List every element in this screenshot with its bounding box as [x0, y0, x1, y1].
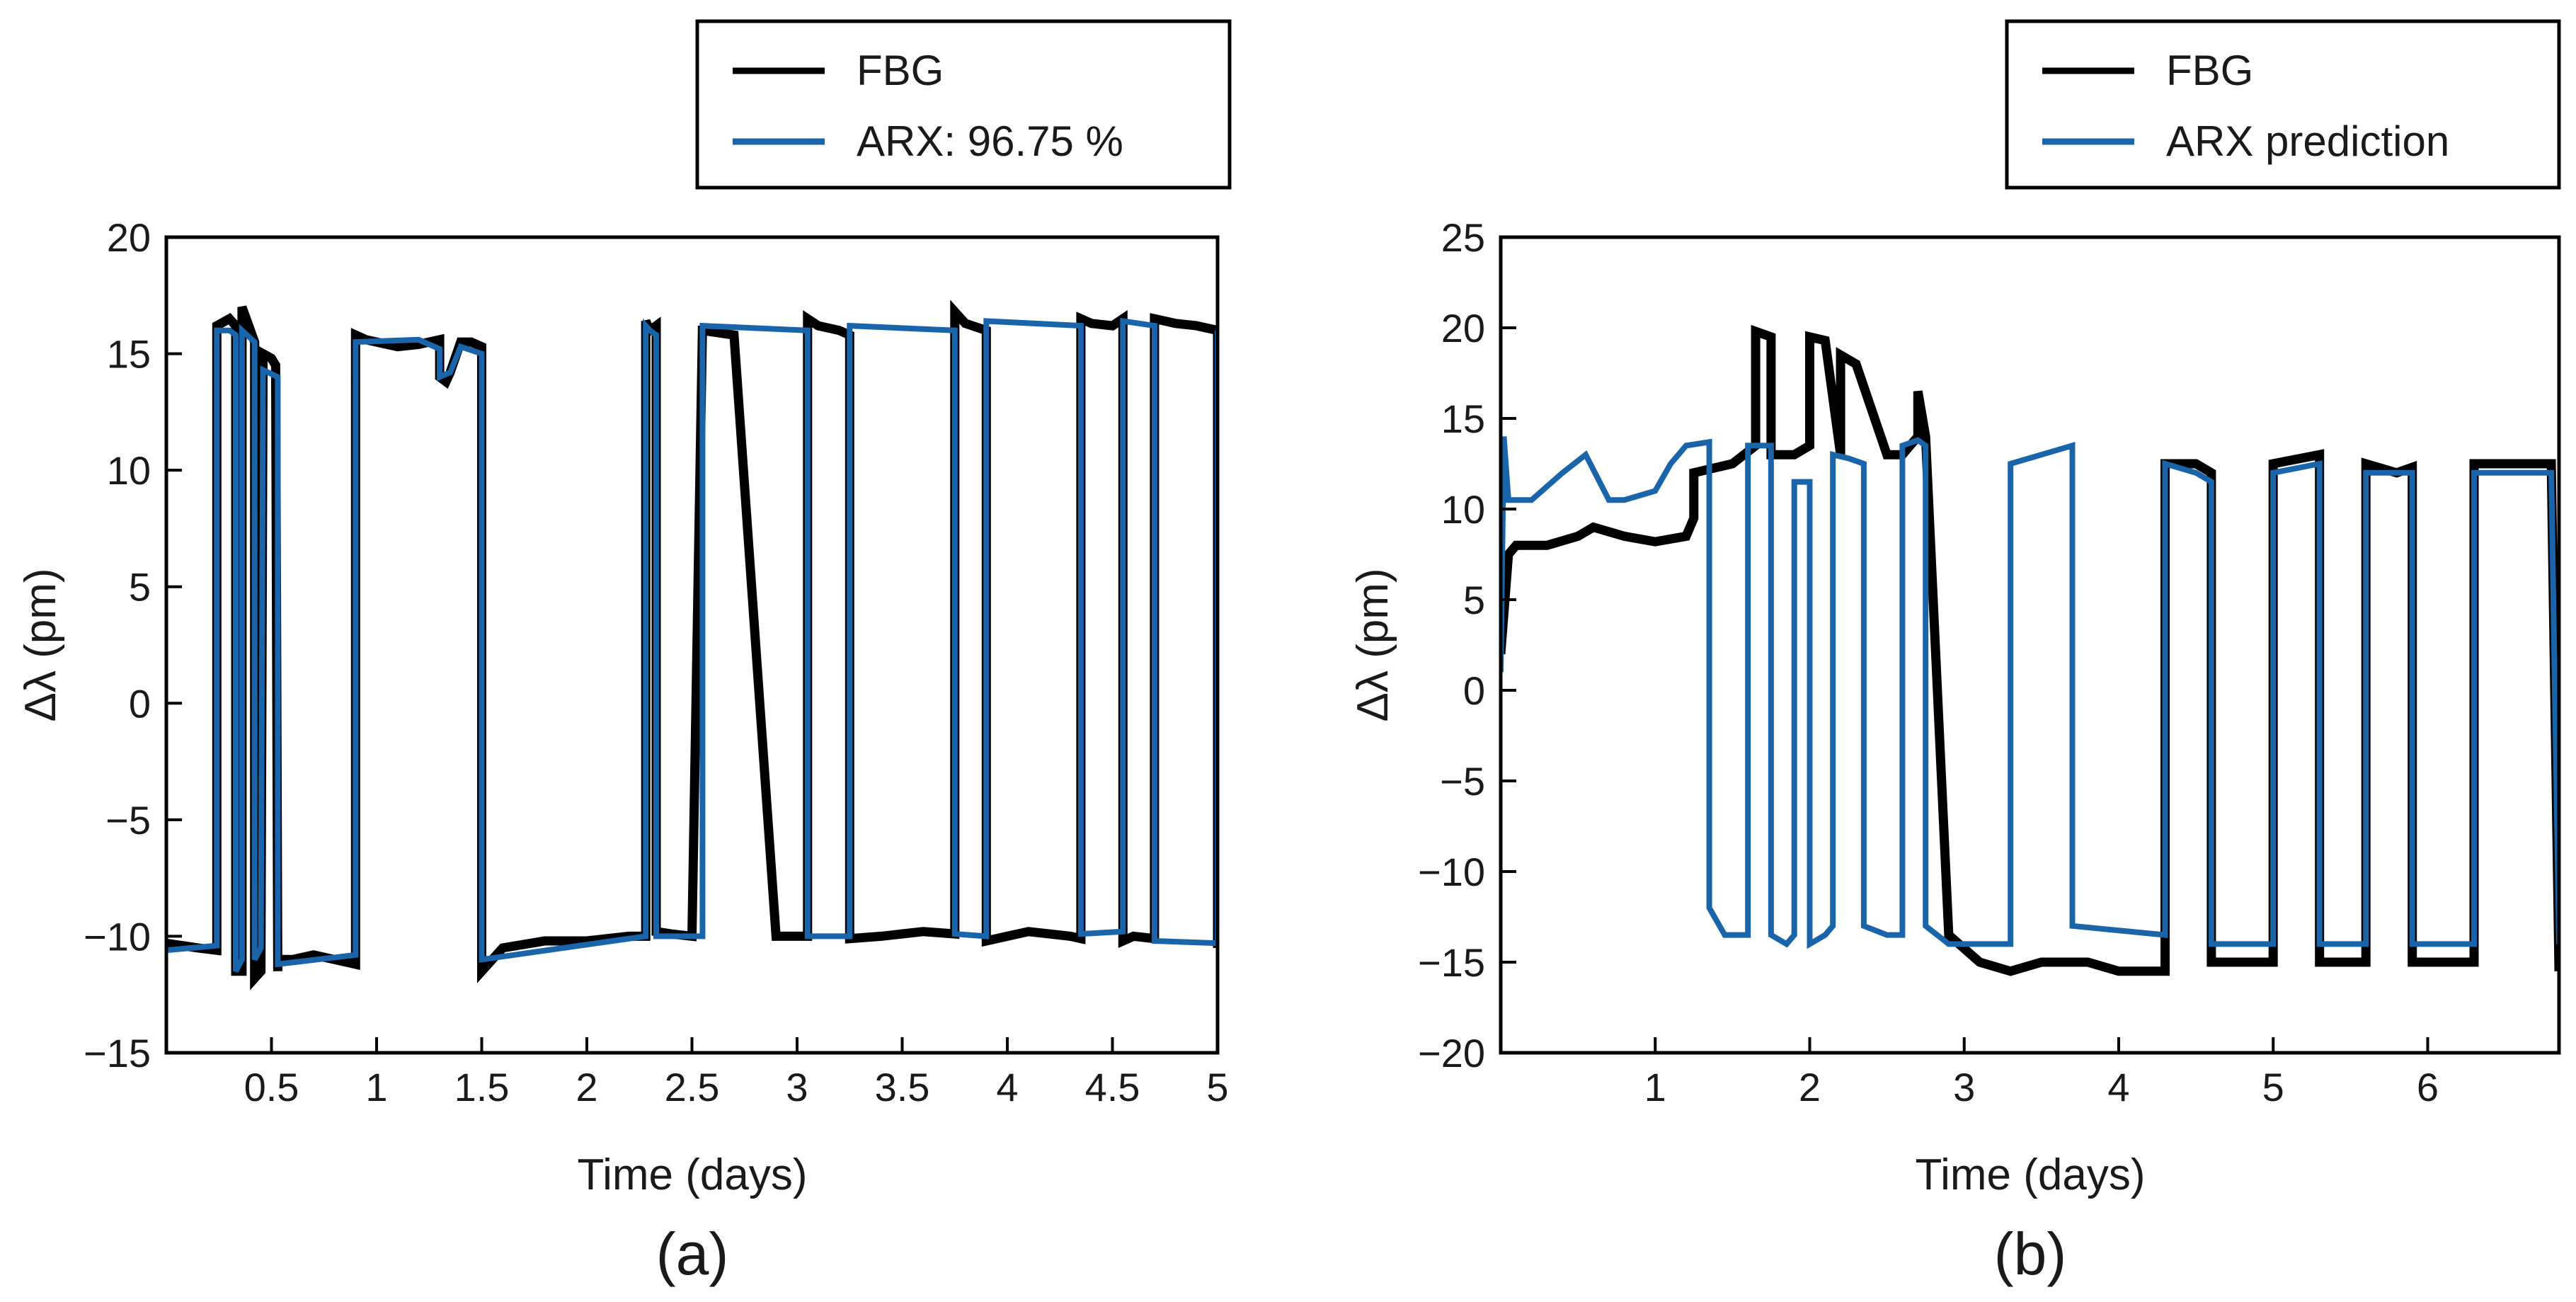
series-group-b	[1501, 324, 2559, 976]
series-line-fbg-b	[1501, 324, 2559, 976]
x-axis-label-a: Time (days)	[578, 1150, 808, 1199]
legend-a-label-fbg: FBG	[857, 47, 944, 94]
y-tick-label-a: −10	[84, 914, 151, 959]
y-tick-label-b: −20	[1418, 1031, 1485, 1075]
x-tick-label-b: 2	[1799, 1065, 1821, 1109]
legend-a: FBG ARX: 96.75 %	[695, 19, 1232, 190]
x-tick-label-a: 5	[1206, 1065, 1228, 1109]
x-axis-label-b: Time (days)	[1916, 1150, 2146, 1199]
x-tick-label-b: 3	[1953, 1065, 1975, 1109]
x-tick-label-a: 2	[576, 1065, 597, 1109]
x-tick-label-a: 3	[786, 1065, 808, 1109]
y-tick-label-b: 25	[1441, 215, 1485, 260]
x-tick-label-a: 3.5	[875, 1065, 930, 1109]
x-tick-label-a: 1	[365, 1065, 387, 1109]
y-tick-label-b: −15	[1418, 940, 1485, 985]
legend-b: FBG ARX prediction	[2005, 19, 2561, 190]
x-tick-label-b: 6	[2417, 1065, 2439, 1109]
y-ticks-a: −15 −10 −5 0 5 10 15 20	[84, 215, 182, 1075]
series-group-a	[166, 299, 1218, 990]
legend-a-box	[695, 19, 1232, 190]
x-tick-label-a: 2.5	[665, 1065, 720, 1109]
y-tick-label-a: −5	[105, 798, 151, 843]
x-tick-label-a: 4.5	[1085, 1065, 1140, 1109]
plot-frame-b	[1499, 235, 2561, 1055]
legend-a-label-arx: ARX: 96.75 %	[857, 118, 1123, 165]
x-tick-label-b: 1	[1644, 1065, 1666, 1109]
plot-area-a: 0.5 1 1.5 2 2.5 3 3.5 4 4.5 5 −15 −10 −5 0 5 10 15 20	[84, 215, 1229, 1109]
legend-b-label-arx: ARX prediction	[2166, 118, 2449, 165]
y-tick-label-a: 10	[107, 448, 151, 493]
x-tick-label-a: 4	[996, 1065, 1018, 1109]
y-tick-label-a: 5	[129, 565, 151, 610]
y-tick-label-a: 0	[129, 681, 151, 726]
y-tick-label-b: −5	[1440, 759, 1485, 804]
panel-label-a: (a)	[656, 1221, 729, 1287]
y-axis-label-a: Δλ (pm)	[16, 568, 65, 721]
x-tick-label-b: 4	[2107, 1065, 2129, 1109]
y-tick-label-a: −15	[84, 1031, 151, 1075]
y-tick-label-b: −10	[1418, 850, 1485, 894]
y-tick-label-a: 15	[107, 332, 151, 377]
y-tick-label-b: 20	[1441, 306, 1485, 350]
series-line-fbg-a	[166, 299, 1218, 990]
x-tick-label-a: 0.5	[244, 1065, 299, 1109]
legend-b-label-fbg: FBG	[2166, 47, 2253, 94]
y-ticks-b: −20 −15 −10 −5 0 5 10 15 20 25	[1418, 215, 1516, 1075]
series-line-arx-a	[166, 317, 1218, 973]
y-tick-label-b: 10	[1441, 487, 1485, 532]
x-ticks-a: 0.5 1 1.5 2 2.5 3 3.5 4 4.5 5	[244, 1037, 1229, 1109]
plot-area-b: 1 2 3 4 5 6 −20 −15 −10 −5 0 5 10 15 20 25	[1418, 215, 2561, 1109]
y-axis-label-b: Δλ (pm)	[1349, 568, 1397, 721]
y-tick-label-a: 20	[107, 215, 151, 260]
y-tick-label-b: 5	[1463, 578, 1485, 622]
x-tick-label-b: 5	[2262, 1065, 2284, 1109]
x-ticks-b: 1 2 3 4 5 6	[1644, 1037, 2439, 1109]
y-tick-label-b: 15	[1441, 396, 1485, 441]
panel-a: FBG ARX: 96.75 % 0.5 1 1.5 2 2.5 3 3.5 4 4.5 5 −1…	[16, 19, 1232, 1287]
series-line-arx-b	[1501, 436, 2559, 949]
y-tick-label-b: 0	[1463, 668, 1485, 713]
panel-label-b: (b)	[1994, 1221, 2067, 1287]
x-tick-label-a: 1.5	[454, 1065, 510, 1109]
legend-b-box	[2005, 19, 2561, 190]
